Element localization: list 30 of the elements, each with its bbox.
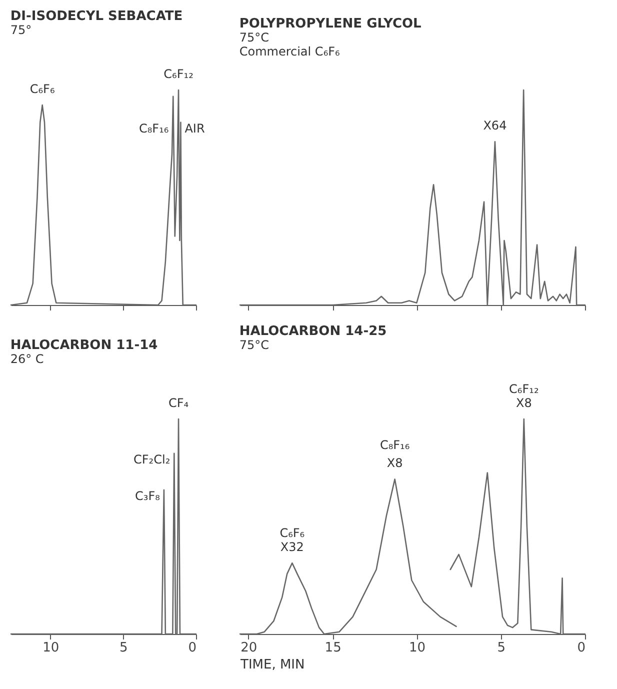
annotation: AIR: [184, 121, 205, 136]
x-tick-label: 10: [408, 640, 426, 656]
annotation: CF₂Cl₂: [134, 452, 170, 466]
x-tick-label: 0: [188, 640, 196, 656]
chart-subtitle: 26° C: [10, 352, 44, 366]
x-tick-label: 0: [577, 640, 586, 656]
annotation: C₆F₆ X32: [280, 526, 305, 554]
chart-subtitle: 75°: [10, 23, 32, 37]
x-tick-label: 5: [120, 640, 128, 656]
annotation: X8: [386, 456, 403, 470]
chart-title: HALOCARBON 11-14: [10, 338, 158, 353]
x-tick-label: 5: [497, 640, 506, 656]
x-tick-label: 15: [324, 640, 342, 656]
text: Commercial C₆F₆: [239, 44, 340, 58]
annotation: C₆F₆: [30, 82, 55, 96]
annotation: C₆F₁₂: [164, 67, 194, 81]
x-axis-title: TIME, MIN: [240, 658, 305, 672]
annotation: C₃F₈: [135, 488, 160, 503]
x-tick-label: 20: [240, 640, 258, 656]
annotation: C₈F₁₆: [138, 121, 169, 136]
annotation: X64: [483, 118, 507, 133]
chart-subtitle: 75°C: [239, 30, 270, 44]
chart-title: HALOCARBON 14-25: [239, 324, 387, 339]
annotation: C₆F₁₂ X8: [509, 382, 539, 410]
x-tick-label: 10: [42, 640, 60, 656]
annotation: C₈F₁₆: [380, 438, 410, 452]
chart-title: DI-ISODECYL SEBACATE: [10, 9, 183, 24]
annotation: CF₄: [168, 396, 189, 410]
chart-subtitle: 75°C: [239, 338, 270, 352]
chart-title: POLYPROPYLENE GLYCOL: [239, 16, 422, 32]
